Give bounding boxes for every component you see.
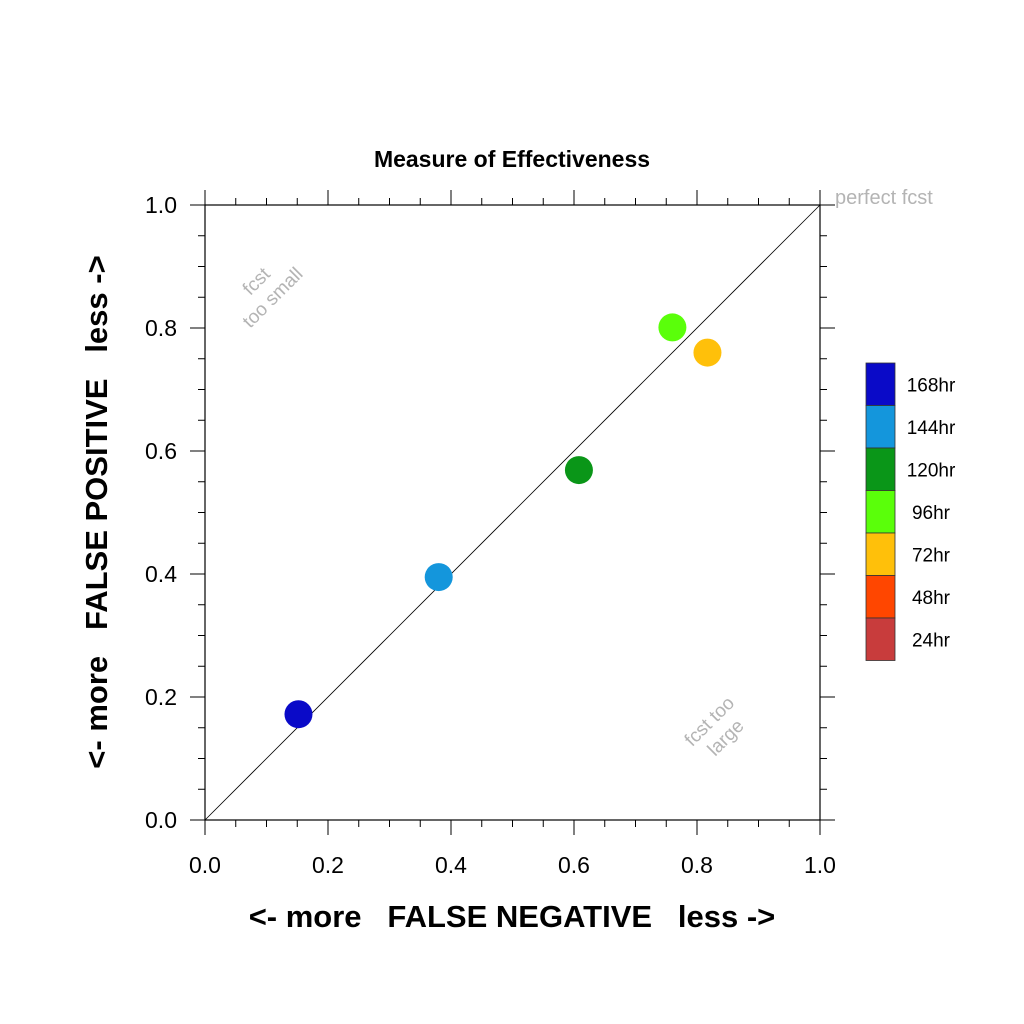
- y-tick-labels: 0.0 0.2 0.4 0.6 0.8 1.0: [145, 192, 177, 833]
- legend-swatch-48hr: [865, 575, 896, 619]
- y-tick-label: 0.0: [145, 807, 177, 833]
- point-96hr: [658, 313, 687, 342]
- chart-title: Measure of Effectiveness: [374, 146, 650, 172]
- annotation-too-large: fcst too large: [681, 693, 749, 761]
- point-144hr: [424, 563, 453, 592]
- x-tick-label: 0.6: [558, 852, 590, 878]
- legend-swatch-96hr: [865, 490, 896, 534]
- x-axis-label: <- more FALSE NEGATIVE less ->: [249, 899, 776, 934]
- y-tick-label: 0.6: [145, 438, 177, 464]
- legend-swatch-144hr: [865, 405, 896, 449]
- y-axis-label: <- more FALSE POSITIVE less ->: [79, 255, 114, 768]
- x-tick-label: 0.8: [681, 852, 713, 878]
- point-72hr: [693, 338, 722, 367]
- legend-label-72hr: 72hr: [912, 545, 951, 566]
- legend-label-144hr: 144hr: [907, 418, 956, 439]
- x-tick-label: 0.2: [312, 852, 344, 878]
- legend-label-120hr: 120hr: [907, 460, 956, 481]
- y-tick-label: 0.8: [145, 315, 177, 341]
- legend-label-48hr: 48hr: [912, 588, 951, 609]
- legend-label-96hr: 96hr: [912, 503, 951, 524]
- legend-label-168hr: 168hr: [907, 375, 956, 396]
- y-tick-label: 0.2: [145, 684, 177, 710]
- axis-ticks: [190, 190, 835, 835]
- point-168hr: [284, 700, 313, 729]
- annotation-perfect-fcst: perfect fcst: [835, 187, 933, 209]
- legend-swatch-168hr: [865, 362, 896, 406]
- x-tick-label: 1.0: [804, 852, 836, 878]
- legend: 168hr 144hr 120hr 96hr 72hr 48hr 24hr: [865, 362, 956, 661]
- legend-label-24hr: 24hr: [912, 630, 951, 651]
- legend-swatch-120hr: [865, 447, 896, 491]
- legend-swatch-24hr: [865, 617, 896, 661]
- x-tick-label: 0.4: [435, 852, 467, 878]
- y-tick-label: 0.4: [145, 561, 177, 587]
- legend-swatch-72hr: [865, 532, 896, 576]
- y-tick-label: 1.0: [145, 192, 177, 218]
- point-120hr: [564, 456, 593, 485]
- x-tick-label: 0.0: [189, 852, 221, 878]
- annotation-too-small: fcst too small: [239, 263, 308, 332]
- x-tick-labels: 0.0 0.2 0.4 0.6 0.8 1.0: [189, 852, 836, 878]
- data-points: [284, 313, 722, 729]
